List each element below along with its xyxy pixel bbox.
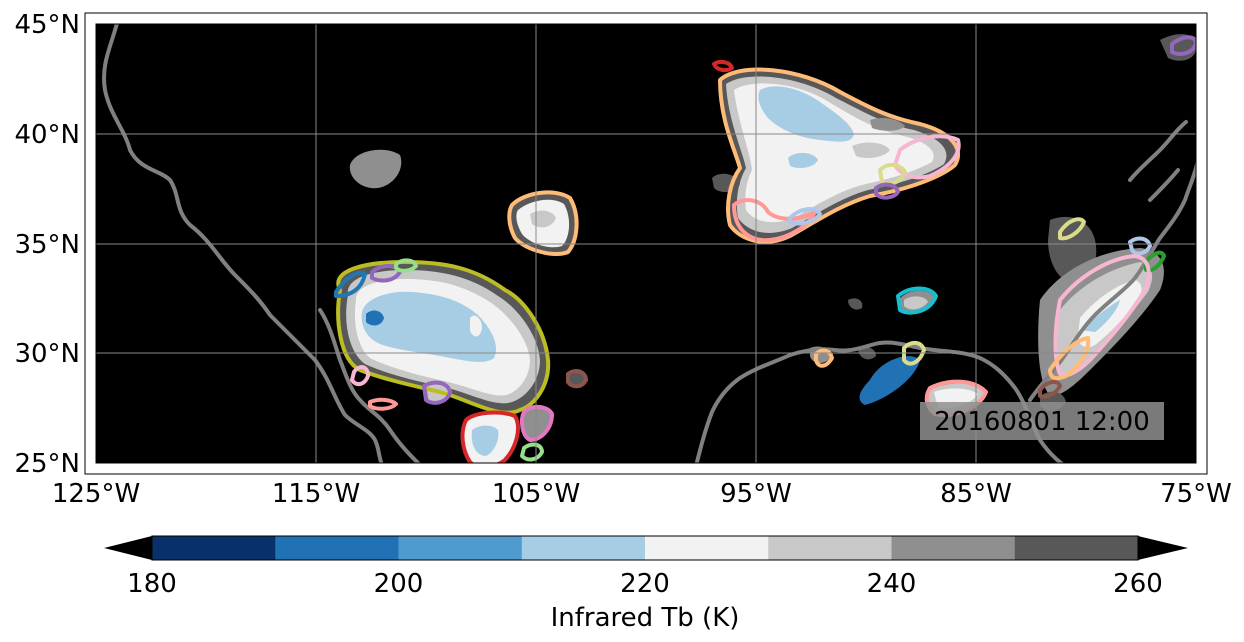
lat-tick-label: 45°N	[14, 10, 80, 40]
map-contents	[96, 24, 1196, 463]
gridlines	[96, 24, 1196, 463]
colorbar-segment	[891, 536, 1016, 560]
track-outline-plains	[718, 67, 961, 244]
lon-tick-label: 115°W	[272, 479, 360, 509]
colorbar-segment	[768, 536, 892, 560]
convective-outlines	[334, 35, 1196, 463]
colorbar-segment	[152, 536, 276, 560]
lat-tick-label: 35°N	[14, 230, 80, 260]
lat-tick-label: 30°N	[14, 339, 80, 369]
colorbar-border	[151, 535, 1139, 561]
lat-axis: 45°N 40°N 35°N 30°N 25°N	[14, 10, 80, 479]
colorbar-extend-low	[104, 536, 152, 560]
colorbar-extend-high	[1138, 536, 1188, 560]
colorbar-segments	[152, 536, 1139, 560]
lon-tick-label: 125°W	[52, 479, 140, 509]
timestamp-text: 20160801 12:00	[934, 407, 1150, 437]
colorbar-tick-label: 180	[127, 569, 177, 599]
colorbar-segment	[521, 536, 646, 560]
colorbar-ticks: 180 200 220 240 260	[127, 569, 1163, 599]
timestamp-box: 20160801 12:00	[920, 402, 1164, 440]
cloud-region-central-plains	[720, 69, 959, 242]
lat-tick-label: 25°N	[14, 449, 80, 479]
colorbar-tick-label: 200	[374, 569, 424, 599]
lon-tick-label: 105°W	[492, 479, 580, 509]
colorbar-tick-label: 260	[1113, 569, 1163, 599]
colorbar-segment	[645, 536, 769, 560]
colorbar-tick-label: 240	[867, 569, 917, 599]
coastlines	[102, 24, 1196, 463]
lon-tick-label: 95°W	[720, 479, 792, 509]
colorbar-segment	[1014, 536, 1139, 560]
colorbar-label: Infrared Tb (K)	[551, 603, 740, 633]
lon-tick-label: 75°W	[1160, 479, 1232, 509]
lon-axis: 125°W 115°W 105°W 95°W 85°W 75°W	[52, 479, 1232, 509]
colorbar: 180 200 220 240 260 Infrared Tb (K)	[104, 535, 1188, 633]
cloud-region-southwest	[338, 262, 586, 463]
colorbar-segment	[275, 536, 399, 560]
colorbar-tick-label: 220	[620, 569, 670, 599]
lat-tick-label: 40°N	[14, 120, 80, 150]
plot-border	[95, 23, 1197, 464]
lon-tick-label: 85°W	[940, 479, 1012, 509]
colorbar-segment	[398, 536, 523, 560]
